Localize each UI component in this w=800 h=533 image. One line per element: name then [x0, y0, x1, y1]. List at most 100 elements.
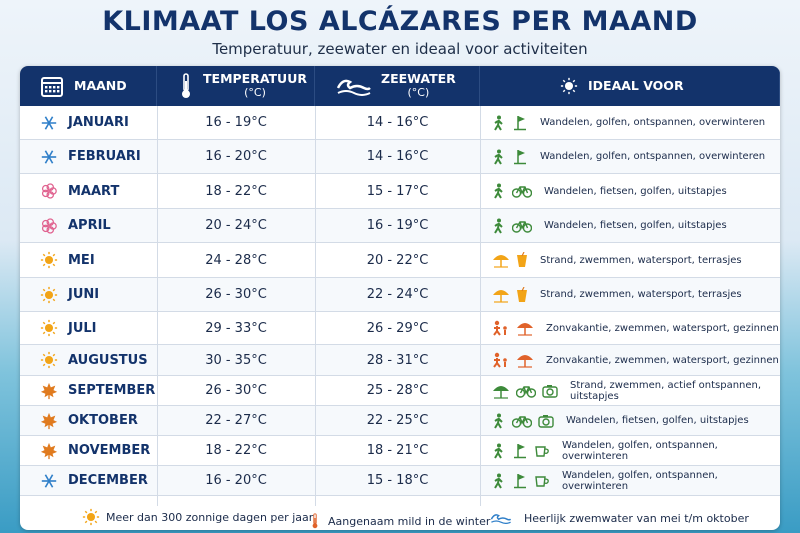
seawater: 14 - 16°C [366, 149, 429, 164]
activity-icon [492, 287, 510, 303]
temperature: 16 - 20°C [205, 149, 267, 164]
temperature-cell: 26 - 30°C [157, 278, 315, 311]
activity-icon [534, 444, 550, 458]
table-row: AUGUSTUS 30 - 35°C 28 - 31°C Zonvakantie, z… [20, 345, 780, 376]
column-divider [157, 106, 158, 506]
header-cell: ZEEWATER (°C) [315, 66, 480, 106]
month-cell: JULI [20, 312, 157, 344]
activity-text: Strand, zwemmen, actief ontspannen, uits… [570, 379, 762, 402]
activity-icon [517, 252, 527, 267]
activity-icon [512, 443, 528, 459]
header-icon [560, 77, 578, 95]
seawater: 20 - 22°C [366, 252, 429, 268]
temperature: 26 - 30°C [205, 287, 267, 302]
header-text: ZEEWATER (°C) [381, 72, 456, 100]
table-row: OKTOBER 22 - 27°C 22 - 25°C Wandelen, fiets… [20, 406, 780, 436]
month-icon [40, 412, 58, 430]
footer-text: Heerlijk zwemwater van mei t/m oktober [524, 511, 749, 525]
activity-icon [494, 218, 503, 234]
temperature: 16 - 20°C [205, 473, 267, 488]
temperature: 22 - 27°C [205, 413, 267, 428]
temperature: 30 - 35°C [205, 352, 267, 368]
month-name: JANUARI [68, 115, 129, 130]
month-name: DECEMBER [68, 473, 148, 488]
seawater: 16 - 19°C [366, 218, 429, 233]
temperature: 29 - 33°C [205, 320, 267, 336]
temperature-cell: 18 - 22°C [157, 174, 315, 208]
header-text: IDEAAL VOOR [588, 79, 684, 93]
month-icon [40, 217, 58, 235]
activity-icon [492, 352, 510, 368]
month-icon [40, 351, 58, 369]
activity-icon [492, 383, 510, 399]
month-icon [41, 217, 57, 234]
activity-icon [517, 286, 527, 302]
header-icon [337, 76, 371, 96]
activity-icon [516, 286, 528, 303]
month-icon [40, 286, 58, 303]
activity-icon [516, 384, 536, 398]
activity-icon [512, 415, 532, 428]
month-icon [41, 473, 57, 488]
temperature-cell: 24 - 28°C [157, 243, 315, 277]
header-text: MAAND [74, 79, 127, 93]
temperature-cell: 30 - 35°C [157, 345, 315, 375]
footer-icon [490, 514, 512, 524]
header-text: TEMPERATUUR (°C) [203, 72, 307, 100]
month-name: OKTOBER [68, 413, 138, 428]
activity-icon [493, 255, 509, 268]
activity-icon [494, 443, 503, 459]
month-icon [40, 319, 58, 337]
activity-icon [516, 352, 534, 368]
activity-text: Wandelen, fietsen, golfen, uitstapjes [544, 220, 727, 231]
month-name: SEPTEMBER [68, 383, 156, 398]
activity-icon [494, 183, 503, 199]
header-cell: IDEAAL VOOR [480, 66, 780, 106]
footer-icon [490, 512, 512, 524]
activity-icon [516, 385, 536, 398]
activity-icon [512, 219, 532, 233]
activity-icon [512, 220, 532, 233]
activity-icon [493, 352, 507, 368]
footer-note: Heerlijk zwemwater van mei t/m oktober [484, 508, 749, 528]
month-name: AUGUSTUS [68, 352, 148, 368]
activity-icon [514, 115, 526, 130]
table-row: NOVEMBER 18 - 22°C 18 - 21°C Wandelen, golf… [20, 436, 780, 466]
month-cell: NOVEMBER [20, 436, 157, 465]
table-row: JUNI 26 - 30°C 22 - 24°C Strand, zwemmen, w… [20, 278, 780, 312]
header-icon [41, 77, 63, 97]
title: KLIMAAT LOS ALCÁZARES PER MAAND [102, 6, 698, 37]
month-icon [40, 442, 58, 459]
table-row: JANUARI 16 - 19°C 14 - 16°C Wandelen, golfe… [20, 106, 780, 140]
activity-cell: Strand, zwemmen, watersport, terrasjes [492, 243, 780, 277]
seawater-cell: 22 - 24°C [315, 278, 480, 311]
footer-icon [311, 513, 319, 529]
temperature-cell: 26 - 30°C [157, 376, 315, 405]
activity-icon [514, 149, 526, 164]
month-icon [40, 382, 58, 399]
seawater-cell: 15 - 17°C [315, 174, 480, 208]
seawater-cell: 15 - 18°C [315, 466, 480, 495]
month-icon [40, 351, 58, 369]
month-cell: FEBRUARI [20, 140, 157, 173]
activity-text: Zonvakantie, zwemmen, watersport, gezinn… [546, 322, 779, 334]
seawater-cell: 16 - 19°C [315, 209, 480, 242]
activity-cell: Wandelen, golfen, ontspannen, overwinter… [492, 436, 780, 465]
activity-cell: Strand, zwemmen, actief ontspannen, uits… [492, 376, 780, 405]
activity-cell: Wandelen, golfen, ontspannen, overwinter… [492, 106, 780, 139]
activity-icon [494, 473, 503, 489]
month-icon [41, 115, 57, 130]
month-icon [40, 114, 58, 132]
seawater: 25 - 28°C [366, 383, 429, 398]
month-cell: SEPTEMBER [20, 376, 157, 405]
activity-icon [493, 320, 507, 336]
activity-icon [516, 252, 528, 268]
activity-icon [492, 149, 506, 165]
activity-text: Zonvakantie, zwemmen, watersport, gezinn… [546, 354, 779, 366]
footer-icon [82, 508, 100, 526]
header-label: ZEEWATER [381, 71, 456, 86]
activity-icon [512, 149, 528, 165]
header-icon [179, 73, 193, 99]
month-icon [40, 472, 58, 490]
table-header: MAAND TEMPERATUUR (°C) ZEEWATER (°C) IDEAAL V… [20, 66, 780, 106]
